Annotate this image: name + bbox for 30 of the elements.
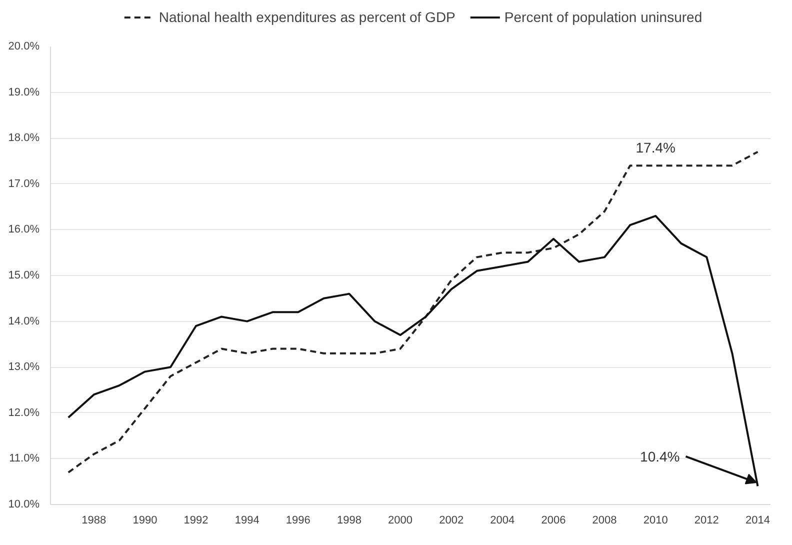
y-tick-label: 14.0% xyxy=(8,315,40,328)
y-tick-label: 15.0% xyxy=(8,270,40,282)
y-tick-label: 12.0% xyxy=(8,406,40,419)
x-tick-label: 2014 xyxy=(746,514,770,526)
x-tick-label: 2000 xyxy=(388,514,413,526)
y-tick-label: 13.0% xyxy=(8,361,40,374)
annotation: 10.4% xyxy=(640,448,680,464)
annotation: 17.4% xyxy=(636,140,676,156)
y-tick-label: 10.0% xyxy=(8,498,40,510)
x-tick-label: 2008 xyxy=(592,514,617,526)
y-tick-label: 16.0% xyxy=(8,224,40,236)
line-series xyxy=(67,214,759,488)
x-tick-label: 1990 xyxy=(132,514,158,526)
y-tick-label: 20.0% xyxy=(8,40,40,52)
x-tick-label: 2004 xyxy=(490,514,515,526)
y-tick-label: 19.0% xyxy=(8,86,40,98)
y-tick-label: 18.0% xyxy=(8,132,40,144)
x-tick-label: 1998 xyxy=(336,514,362,526)
x-tick-label: 2010 xyxy=(643,514,668,526)
legend-label: Percent of population uninsured xyxy=(504,9,702,25)
y-tick-label: 11.0% xyxy=(9,452,40,465)
x-tick-label: 1996 xyxy=(286,514,310,526)
x-tick-label: 1992 xyxy=(184,514,208,526)
legend-label: National health expenditures as percent of GDP xyxy=(158,9,456,25)
x-tick-label: 2006 xyxy=(541,514,566,526)
x-tick-label: 1988 xyxy=(82,514,106,526)
x-tick-label: 1994 xyxy=(234,514,260,526)
y-tick-label: 17.0% xyxy=(8,178,40,190)
x-tick-label: 2012 xyxy=(694,514,719,526)
x-tick-label: 2002 xyxy=(439,514,464,526)
